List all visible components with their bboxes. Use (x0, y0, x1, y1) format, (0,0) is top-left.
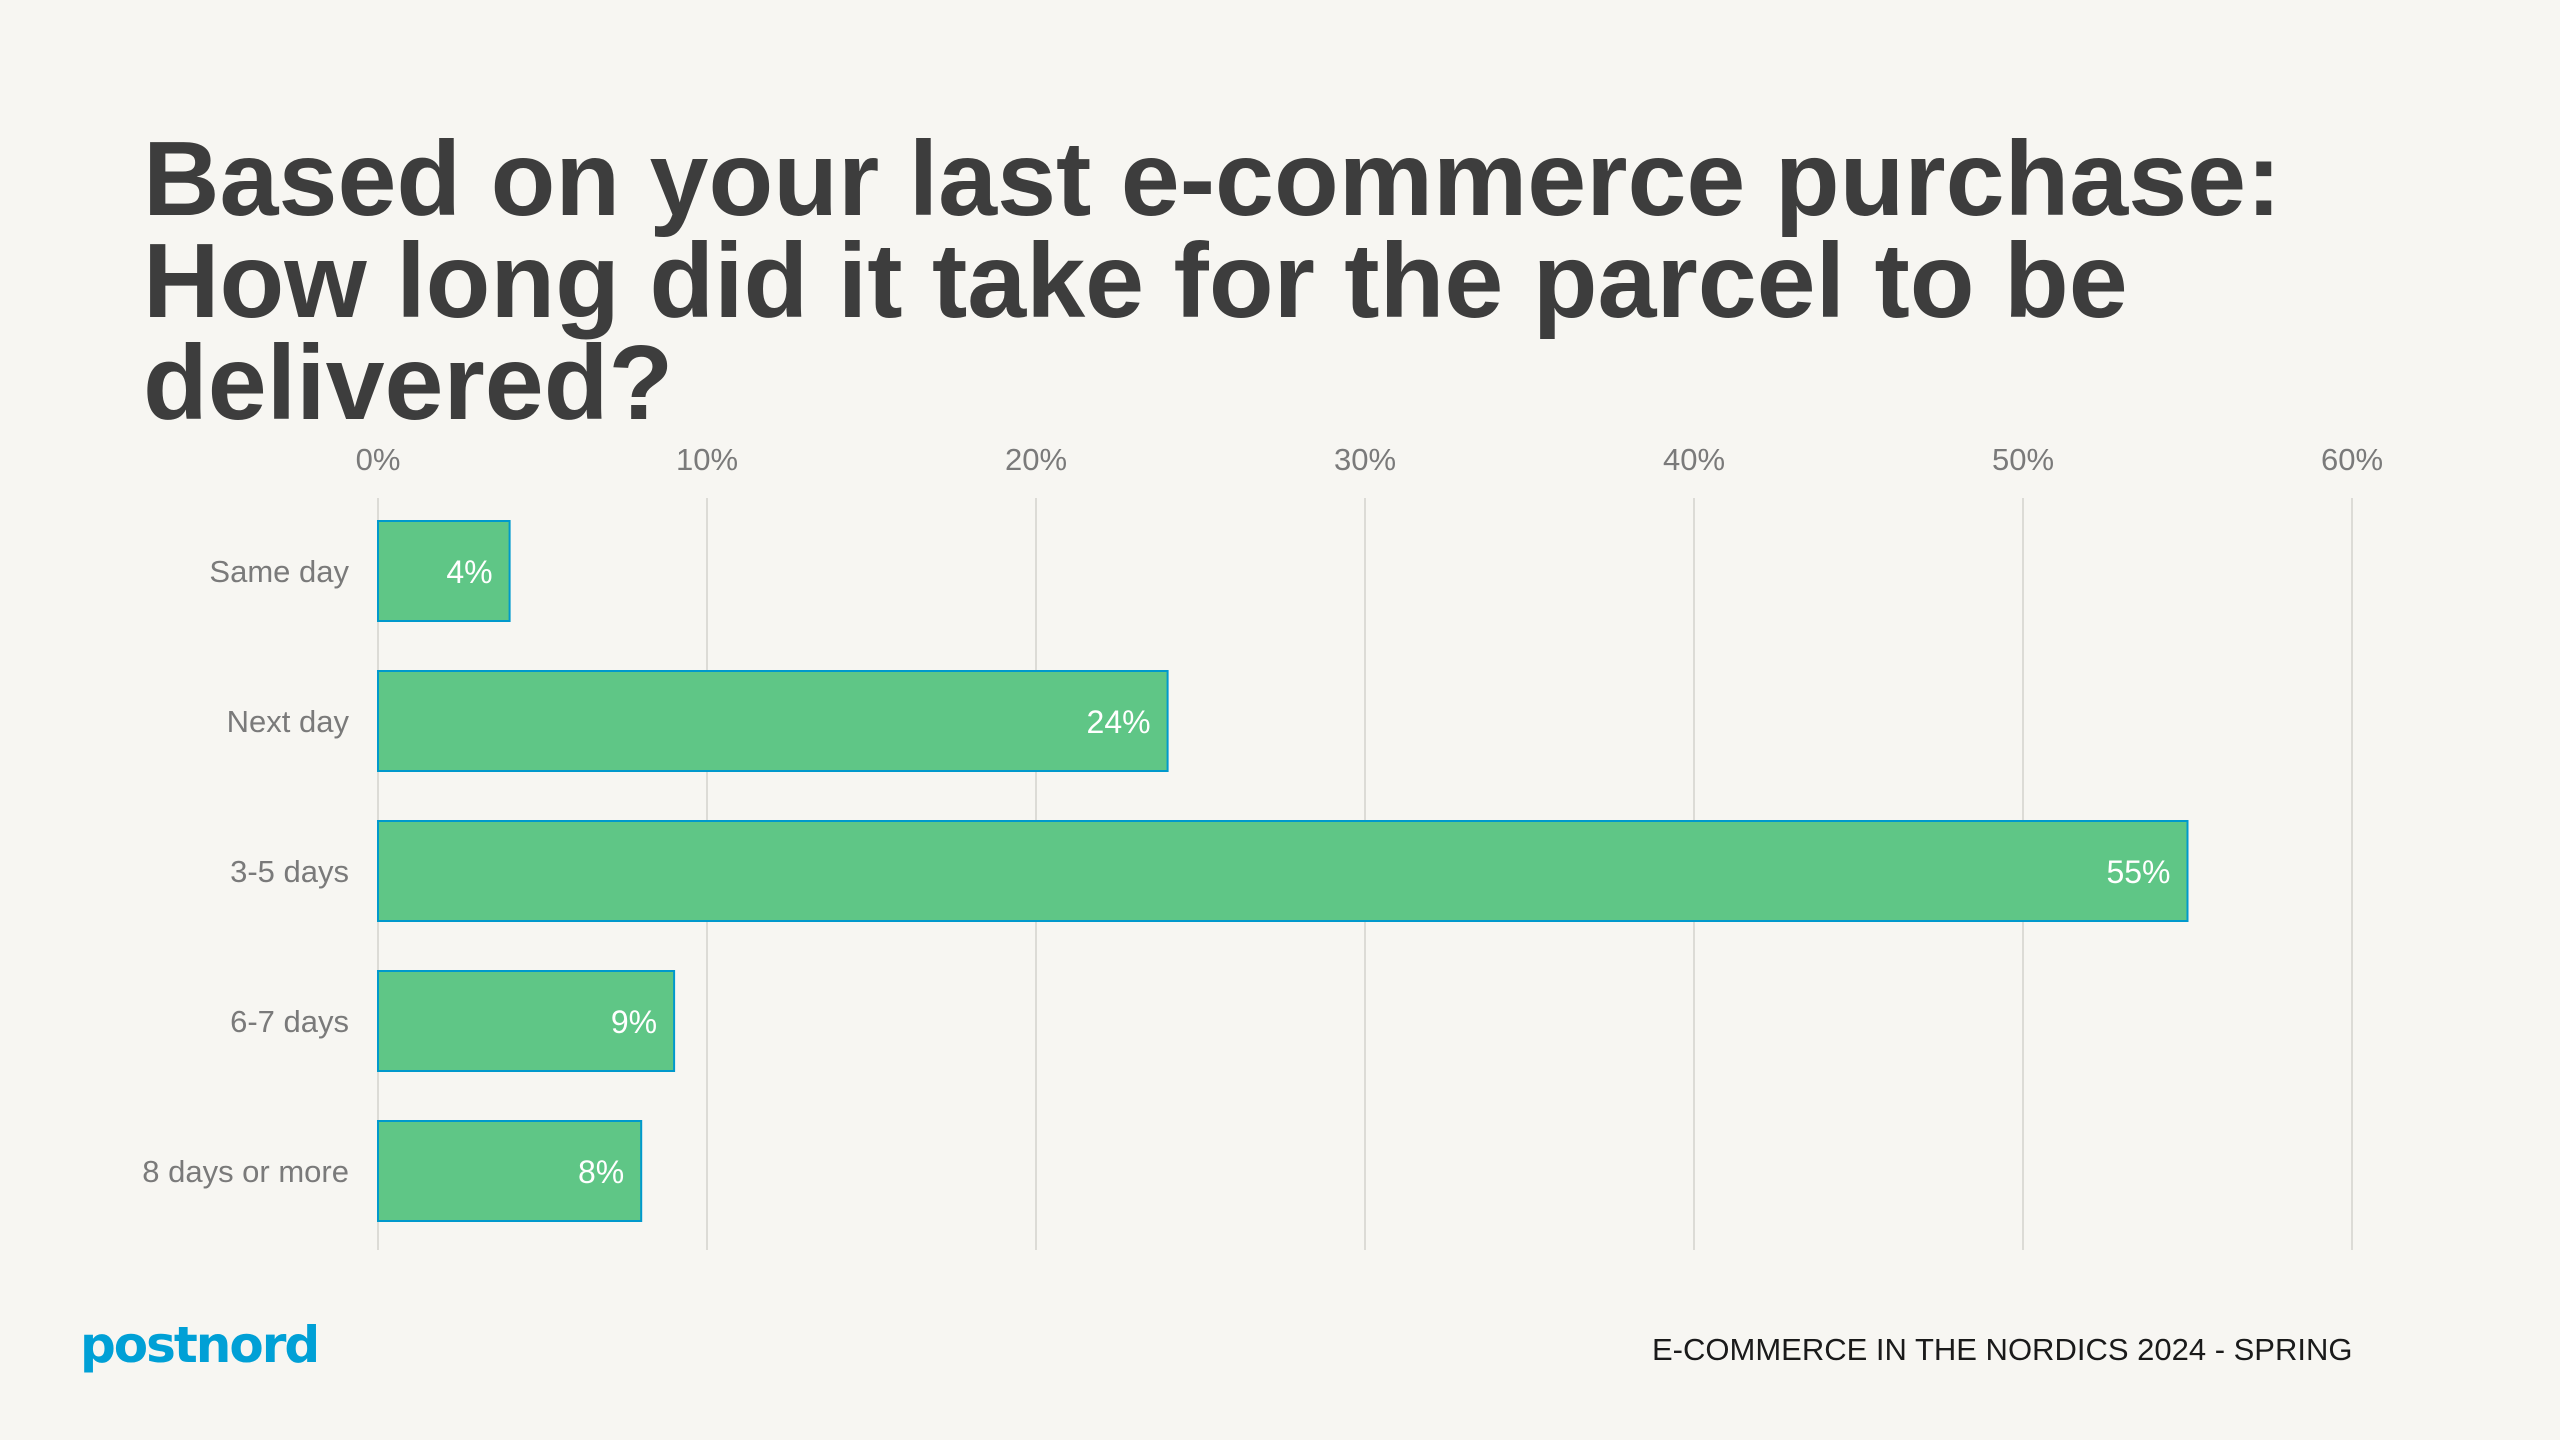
x-tick-label: 0% (356, 442, 401, 477)
bar (377, 1120, 643, 1222)
page-title: Based on your last e-commerce purchase: … (143, 120, 2282, 442)
bar (377, 970, 676, 1072)
category-label: 8 days or more (142, 1154, 349, 1189)
x-tick-label: 30% (1334, 442, 1396, 477)
data-label: 24% (1087, 704, 1151, 740)
data-label: 4% (446, 554, 492, 590)
footer-text: E-COMMERCE IN THE NORDICS 2024 - SPRING (1652, 1332, 2353, 1367)
category-label: 6-7 days (230, 1004, 349, 1039)
postnord-logo: postnord (80, 1316, 320, 1374)
category-label: Same day (209, 554, 349, 589)
category-label: 3-5 days (230, 854, 349, 889)
bar (377, 820, 2189, 922)
bar (377, 520, 511, 622)
x-tick-label: 20% (1005, 442, 1067, 477)
x-tick-label: 40% (1663, 442, 1725, 477)
data-label: 8% (578, 1154, 624, 1190)
category-label: Next day (227, 704, 350, 739)
data-label: 9% (611, 1004, 657, 1040)
x-tick-label: 60% (2321, 442, 2383, 477)
x-tick-label: 50% (1992, 442, 2054, 477)
bar (377, 670, 1169, 772)
data-label: 55% (2106, 854, 2170, 890)
x-tick-label: 10% (676, 442, 738, 477)
